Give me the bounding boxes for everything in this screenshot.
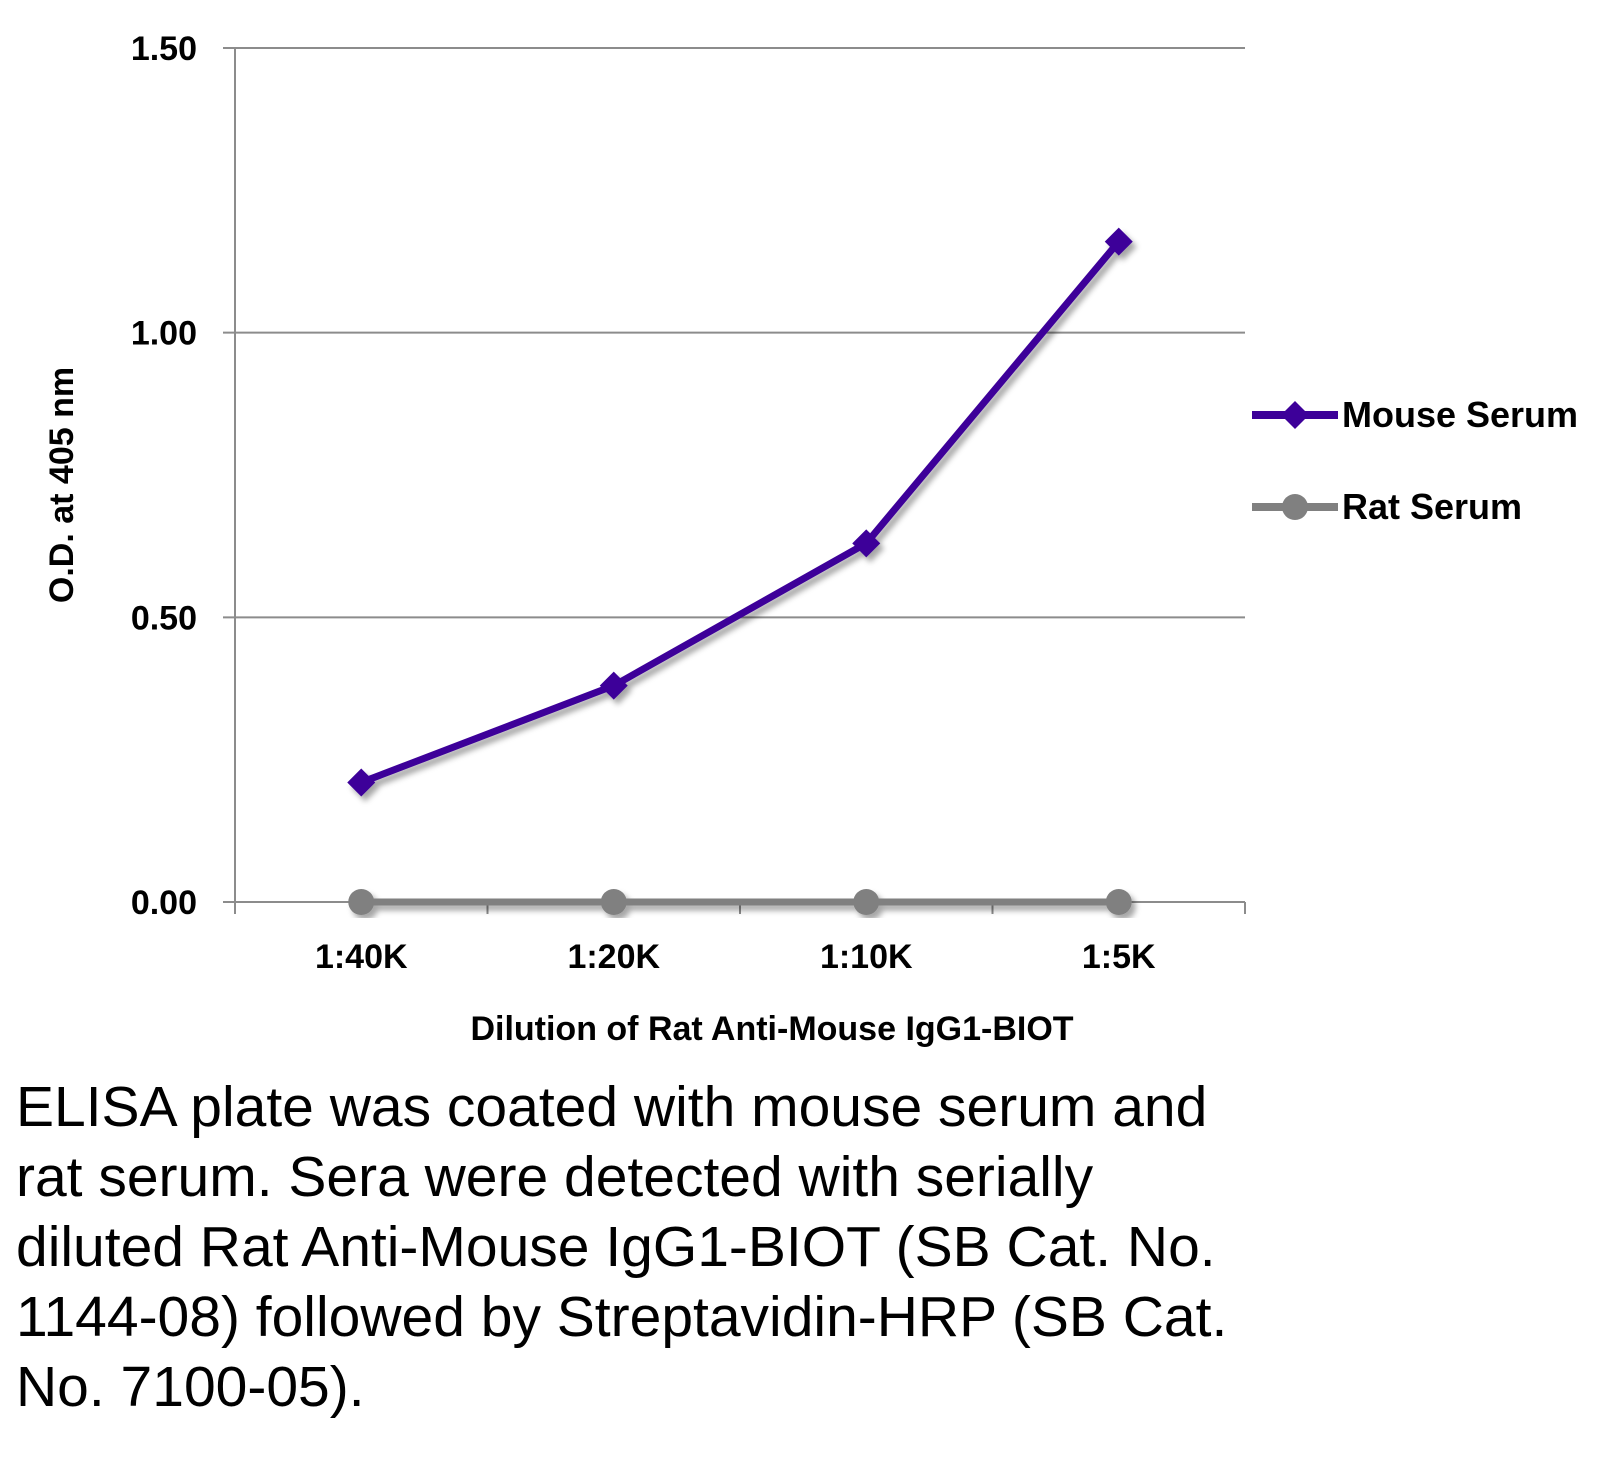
legend-marker: [1282, 494, 1308, 520]
data-point: [599, 671, 628, 700]
series-line: [359, 239, 1122, 786]
y-tick-label: 0.50: [131, 599, 197, 637]
gridlines: [223, 47, 1245, 619]
y-tick-label: 0.00: [131, 884, 197, 922]
data-point: [1104, 227, 1133, 256]
series-layer: [347, 227, 1133, 915]
x-tick-labels: 1:40K 1:20K 1:10K 1:5K: [315, 938, 1156, 976]
data-point: [1105, 889, 1132, 915]
elisa-line-chart: 0.00 0.50 1.00 1.50 1:40K 1:20K 1:10K 1:5K O.D…: [43, 30, 1578, 1048]
legend-marker: [1281, 401, 1309, 429]
x-tick-label: 1:10K: [820, 938, 913, 976]
data-point: [347, 768, 376, 797]
x-tick-label: 1:5K: [1082, 938, 1156, 976]
x-axis-title: Dilution of Rat Anti-Mouse IgG1-BIOT: [470, 1010, 1073, 1048]
legend: Mouse Serum Rat Serum: [1252, 394, 1578, 527]
legend-item: Mouse Serum: [1252, 394, 1578, 435]
axes: [223, 48, 1246, 914]
x-tick-label: 1:20K: [567, 938, 660, 976]
y-axis-title: O.D. at 405 nm: [43, 367, 81, 603]
y-tick-label: 1.50: [131, 30, 197, 68]
data-point: [348, 889, 375, 915]
data-point: [852, 529, 881, 558]
data-point: [853, 889, 880, 915]
legend-label: Mouse Serum: [1342, 394, 1578, 435]
figure-caption: ELISA plate was coated with mouse serum …: [16, 1075, 1228, 1419]
x-tick-label: 1:40K: [315, 938, 408, 976]
legend-label: Rat Serum: [1342, 486, 1522, 527]
y-tick-labels: 0.00 0.50 1.00 1.50: [131, 30, 197, 922]
series-mouse-serum: [347, 227, 1133, 797]
legend-item: Rat Serum: [1252, 486, 1522, 527]
series-rat-serum: [348, 889, 1132, 915]
y-tick-label: 1.00: [131, 315, 197, 353]
data-point: [600, 889, 627, 915]
